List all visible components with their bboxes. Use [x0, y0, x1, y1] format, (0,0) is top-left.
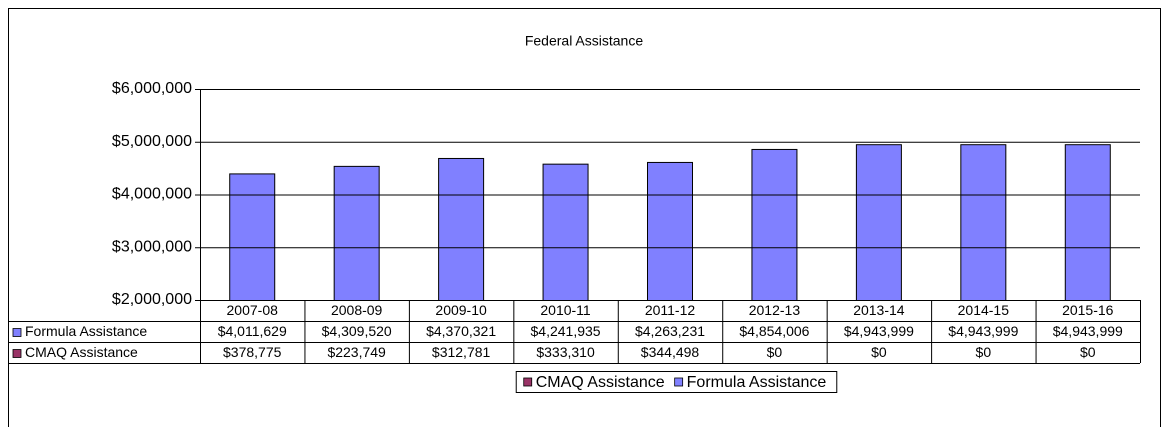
bar-segment: [333, 165, 380, 300]
bar-segment: [855, 144, 902, 300]
table-cell: $4,241,935: [531, 323, 601, 339]
x-tick-label: 2010-11: [540, 302, 591, 318]
table-cell: $4,943,999: [1053, 323, 1123, 339]
table-cell: $4,943,999: [948, 323, 1018, 339]
bar-segment: [647, 161, 693, 300]
legend: CMAQ Assistance Formula Assistance: [515, 371, 838, 393]
x-tick-label: 2015-16: [1062, 302, 1114, 318]
legend-label: Formula Assistance: [687, 374, 827, 391]
chart-title: Federal Assistance: [525, 33, 643, 49]
y-tick-label: $2,000,000: [112, 291, 192, 308]
x-tick-label: 2012-13: [749, 302, 801, 318]
table-cell: $4,943,999: [844, 323, 914, 339]
table-cell: $4,263,231: [635, 323, 705, 339]
bar-segment: [751, 148, 798, 300]
y-tick-label: $5,000,000: [112, 133, 192, 150]
bar-segment: [960, 144, 1007, 300]
table-cell: $333,310: [536, 344, 595, 360]
legend-swatch: [12, 349, 22, 358]
table-cell: $312,781: [432, 344, 491, 360]
bar-segment: [1064, 144, 1111, 300]
y-tick-label: $6,000,000: [112, 80, 192, 97]
y-tick-label: $4,000,000: [112, 186, 192, 203]
x-tick-label: 2013-14: [853, 302, 905, 318]
table-cell: $4,854,006: [739, 323, 809, 339]
legend-label: CMAQ Assistance: [536, 374, 665, 391]
table-cell: $378,775: [223, 344, 282, 360]
y-tick-label: $3,000,000: [112, 238, 192, 255]
legend-swatch: [674, 377, 684, 387]
table-cell: $0: [767, 344, 783, 360]
table-cell: $344,498: [641, 344, 700, 360]
table-cell: $4,011,629: [218, 323, 287, 339]
table-cell: $4,309,520: [322, 323, 392, 339]
x-tick-label: 2011-12: [645, 302, 696, 318]
table-cell: $0: [871, 344, 887, 360]
legend-swatch: [12, 328, 22, 337]
legend-swatch: [523, 377, 533, 387]
x-tick-label: 2009-10: [435, 302, 487, 318]
table-cell: $0: [976, 344, 992, 360]
x-tick-label: 2008-09: [331, 302, 383, 318]
bar-segment: [438, 157, 485, 300]
table-cell: $223,749: [327, 344, 386, 360]
bar-segment: [542, 163, 589, 300]
x-tick-label: 2014-15: [958, 302, 1010, 318]
x-tick-label: 2007-08: [227, 302, 279, 318]
table-row-label: Formula Assistance: [25, 323, 147, 339]
table-cell: $4,370,321: [426, 323, 496, 339]
table-row-label: CMAQ Assistance: [25, 344, 138, 360]
table-cell: $0: [1080, 344, 1096, 360]
